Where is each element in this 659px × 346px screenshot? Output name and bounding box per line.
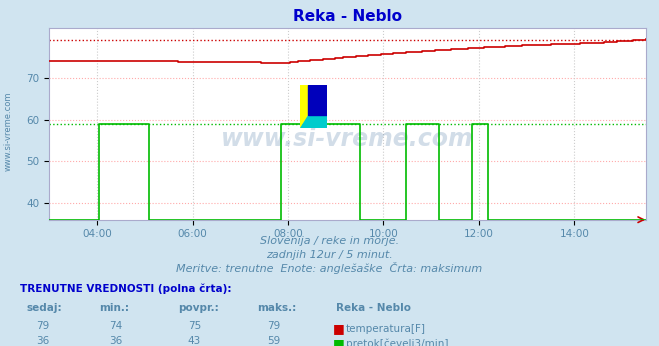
Text: pretok[čevelj3/min]: pretok[čevelj3/min] — [346, 338, 449, 346]
Text: TRENUTNE VREDNOSTI (polna črta):: TRENUTNE VREDNOSTI (polna črta): — [20, 284, 231, 294]
Text: povpr.:: povpr.: — [178, 303, 219, 313]
Text: Meritve: trenutne  Enote: anglešaške  Črta: maksimum: Meritve: trenutne Enote: anglešaške Črta… — [177, 262, 482, 274]
Text: 43: 43 — [188, 336, 201, 346]
Text: ■: ■ — [333, 337, 345, 346]
Text: maks.:: maks.: — [257, 303, 297, 313]
Text: 36: 36 — [36, 336, 49, 346]
Text: min.:: min.: — [99, 303, 129, 313]
Text: zadnjih 12ur / 5 minut.: zadnjih 12ur / 5 minut. — [266, 250, 393, 260]
Text: sedaj:: sedaj: — [26, 303, 62, 313]
Text: 59: 59 — [267, 336, 280, 346]
Text: www.si-vreme.com: www.si-vreme.com — [221, 127, 474, 151]
Text: temperatura[F]: temperatura[F] — [346, 324, 426, 334]
Text: ■: ■ — [333, 322, 345, 335]
Text: 79: 79 — [267, 321, 280, 331]
Text: Reka - Neblo: Reka - Neblo — [336, 303, 411, 313]
Text: 79: 79 — [36, 321, 49, 331]
Title: Reka - Neblo: Reka - Neblo — [293, 9, 402, 24]
Text: 74: 74 — [109, 321, 122, 331]
Text: 36: 36 — [109, 336, 122, 346]
Text: 75: 75 — [188, 321, 201, 331]
Text: Slovenija / reke in morje.: Slovenija / reke in morje. — [260, 236, 399, 246]
Text: www.si-vreme.com: www.si-vreme.com — [3, 92, 13, 171]
